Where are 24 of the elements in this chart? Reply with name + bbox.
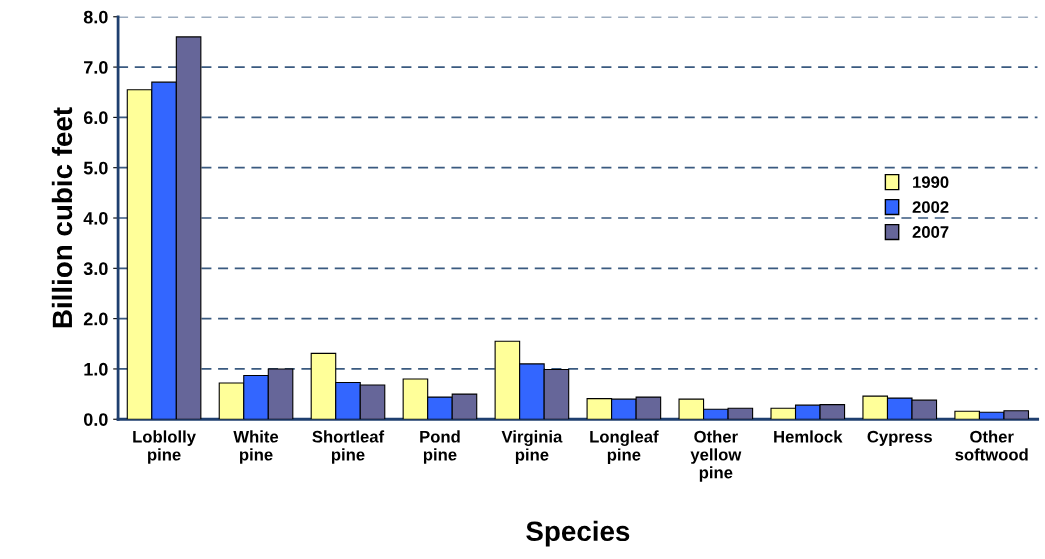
x-tick-label: Hemlock: [774, 430, 843, 443]
y-tick-label: 2.0: [83, 312, 108, 326]
x-tick-label: Other yellow pine: [690, 430, 742, 482]
y-tick-label: 6.0: [83, 111, 108, 125]
y-tick-label: 0.0: [83, 413, 108, 426]
legend-label: 2002: [912, 201, 949, 213]
x-tick-label: Cypress: [867, 430, 932, 446]
y-axis-title: Billion cubic feet: [51, 107, 73, 328]
legend-label: 2007: [912, 226, 949, 238]
x-tick-label: Other softwood: [955, 430, 1028, 461]
x-tick-label: Pond pine: [420, 430, 460, 464]
x-tick-label: Virginia pine: [501, 430, 563, 464]
y-tick-label: 1.0: [84, 362, 108, 376]
x-tick-label: Shortleaf pine: [312, 430, 385, 464]
x-tick-label: Loblolly pine: [133, 430, 196, 464]
x-axis-title: Species: [526, 520, 630, 547]
legend-label: 1990: [913, 176, 949, 189]
y-tick-label: 7.0: [84, 61, 108, 74]
y-tick-label: 5.0: [83, 161, 108, 175]
x-tick-label: White pine: [233, 430, 279, 464]
y-tick-label: 8.0: [83, 10, 108, 24]
y-tick-label: 4.0: [83, 211, 108, 225]
x-tick-label: Longleaf pine: [590, 430, 659, 464]
y-tick-label: 3.0: [83, 262, 108, 276]
